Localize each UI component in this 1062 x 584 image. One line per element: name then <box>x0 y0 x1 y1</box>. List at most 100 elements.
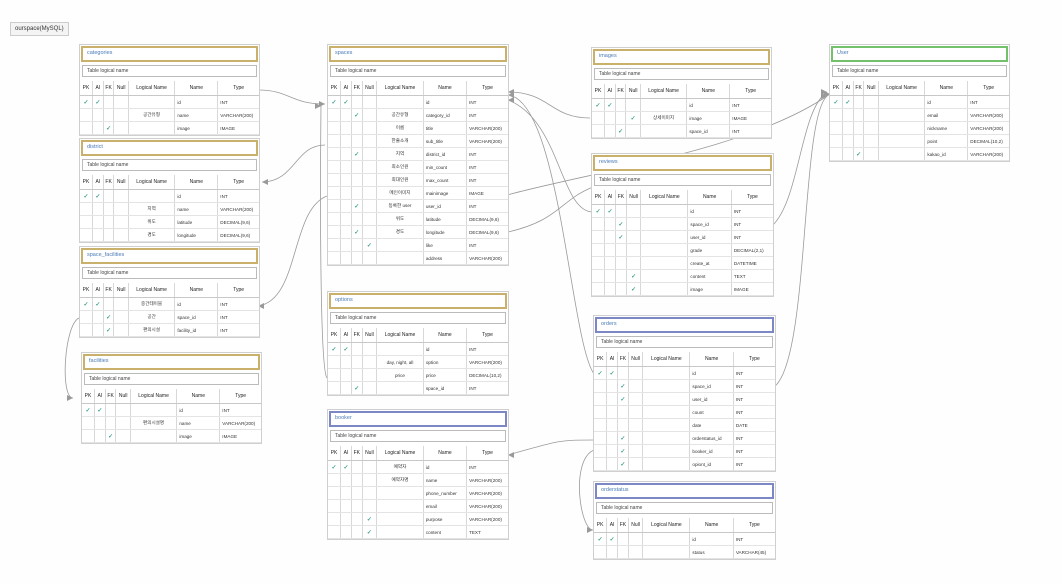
column-type-cell[interactable]: DECIMAL(2,1) <box>730 243 773 257</box>
ai-cell[interactable] <box>604 269 616 283</box>
ai-cell[interactable] <box>92 323 104 337</box>
pk-cell[interactable]: ✓ <box>80 189 93 203</box>
nn-cell[interactable] <box>625 217 641 231</box>
nn-cell[interactable] <box>113 121 129 135</box>
column-name-cell[interactable]: id <box>174 297 218 311</box>
column-type-cell[interactable]: INT <box>729 98 771 112</box>
logical-name-cell[interactable] <box>877 134 925 148</box>
fk-cell[interactable] <box>104 403 116 417</box>
column-name-cell[interactable]: create_at <box>687 256 732 270</box>
logical-name-cell[interactable] <box>642 457 690 471</box>
column-type-cell[interactable]: DECIMAL(9,6) <box>217 215 259 229</box>
logical-name-cell[interactable] <box>877 121 925 135</box>
logical-name-cell[interactable]: 지역 <box>127 202 175 216</box>
pk-cell[interactable] <box>592 217 605 231</box>
column-type-cell[interactable]: IMAGE <box>730 282 773 296</box>
pk-cell[interactable]: ✓ <box>592 98 605 112</box>
column-type-cell[interactable]: INT <box>219 403 261 417</box>
table-row[interactable]: email VARCHAR(200) <box>830 108 1009 122</box>
nn-cell[interactable] <box>361 368 377 382</box>
table-row[interactable]: ✓ image IMAGE <box>592 282 773 296</box>
table-row[interactable]: ✓ ✓ id INT <box>830 95 1009 109</box>
column-type-cell[interactable]: INT <box>730 204 773 218</box>
pk-cell[interactable] <box>328 368 341 382</box>
column-type-cell[interactable]: VARCHAR(200) <box>466 512 508 526</box>
logical-name-cell[interactable] <box>642 532 690 546</box>
ai-cell[interactable] <box>340 121 352 135</box>
pk-cell[interactable] <box>594 392 607 406</box>
column-type-cell[interactable]: INT <box>732 532 775 546</box>
fk-cell[interactable] <box>350 134 363 148</box>
column-type-cell[interactable]: VARCHAR(200) <box>466 355 508 369</box>
column-name-cell[interactable]: purpose <box>422 512 467 526</box>
fk-cell[interactable] <box>615 204 627 218</box>
entity-images[interactable]: images Table logical name PK AI FK Null Logica… <box>591 47 772 139</box>
column-name-cell[interactable]: image <box>686 111 730 125</box>
ai-cell[interactable] <box>340 499 352 513</box>
column-name-cell[interactable]: option <box>422 355 467 369</box>
nn-cell[interactable] <box>361 108 377 122</box>
logical-name-cell[interactable]: 등록한 user <box>376 199 424 213</box>
fk-cell[interactable]: ✓ <box>350 147 363 161</box>
table-logical-name-field[interactable]: Table logical name <box>596 502 773 514</box>
fk-cell[interactable] <box>350 512 363 526</box>
pk-cell[interactable] <box>594 379 607 393</box>
nn-cell[interactable] <box>627 532 643 546</box>
table-row[interactable]: nickname VARCHAR(200) <box>830 121 1009 135</box>
entity-title[interactable]: space_facilities <box>81 248 258 264</box>
column-name-cell[interactable]: status <box>689 545 734 559</box>
column-type-cell[interactable]: VARCHAR(200) <box>466 121 508 135</box>
table-logical-name-field[interactable]: Table logical name <box>594 174 771 186</box>
ai-cell[interactable] <box>606 431 618 445</box>
fk-cell[interactable]: ✓ <box>617 444 629 458</box>
pk-cell[interactable] <box>82 416 95 430</box>
fk-cell[interactable] <box>350 355 363 369</box>
column-type-cell[interactable]: INT <box>732 405 775 419</box>
pk-cell[interactable]: ✓ <box>594 532 607 546</box>
pk-cell[interactable] <box>328 525 341 539</box>
pk-cell[interactable] <box>328 512 341 526</box>
ai-cell[interactable] <box>842 121 854 135</box>
column-type-cell[interactable]: VARCHAR(200) <box>466 486 508 500</box>
column-name-cell[interactable]: longitude <box>422 225 467 239</box>
nn-cell[interactable] <box>113 95 129 109</box>
table-row[interactable]: ✓ 등록한 user user_id INT <box>328 199 508 213</box>
logical-name-cell[interactable]: 공간 <box>127 310 175 324</box>
nn-cell[interactable] <box>361 147 377 161</box>
ai-cell[interactable]: ✓ <box>842 95 854 109</box>
table-row[interactable]: ✓ space_id INT <box>594 379 775 393</box>
fk-cell[interactable]: ✓ <box>617 457 629 471</box>
column-name-cell[interactable]: id <box>689 532 734 546</box>
fk-cell[interactable] <box>350 486 363 500</box>
pk-cell[interactable] <box>328 108 341 122</box>
column-name-cell[interactable]: content <box>422 525 467 539</box>
entity-user[interactable]: User Table logical name PK AI FK Null Logical … <box>829 44 1010 162</box>
column-name-cell[interactable]: max_count <box>422 173 467 187</box>
table-row[interactable]: ✓ 상세이미지 image IMAGE <box>592 111 771 125</box>
table-logical-name-field[interactable]: Table logical name <box>594 68 769 80</box>
column-type-cell[interactable]: INT <box>730 230 773 244</box>
fk-cell[interactable] <box>617 366 629 380</box>
table-row[interactable]: ✓ kakao_id VARCHAR(200) <box>830 147 1009 161</box>
table-row[interactable]: ✓ ✓ id INT <box>82 403 261 417</box>
column-type-cell[interactable]: INT <box>466 199 508 213</box>
ai-cell[interactable] <box>340 486 352 500</box>
table-row[interactable]: ✓ user_id INT <box>592 230 773 244</box>
table-logical-name-field[interactable]: Table logical name <box>832 65 1007 77</box>
nn-cell[interactable] <box>625 204 641 218</box>
column-type-cell[interactable]: IMAGE <box>729 111 771 125</box>
column-name-cell[interactable]: space_id <box>689 379 734 393</box>
diagram-label[interactable]: ourspace(MySQL) <box>10 22 69 36</box>
column-type-cell[interactable]: INT <box>732 392 775 406</box>
column-name-cell[interactable]: category_id <box>422 108 467 122</box>
ai-cell[interactable] <box>606 379 618 393</box>
pk-cell[interactable] <box>592 269 605 283</box>
table-row[interactable]: ✓ space_id INT <box>328 381 508 395</box>
table-row[interactable]: ✓ image IMAGE <box>80 121 259 135</box>
pk-cell[interactable] <box>80 121 93 135</box>
column-name-cell[interactable]: image <box>687 282 732 296</box>
nn-cell[interactable] <box>113 310 129 324</box>
entity-title[interactable]: options <box>329 293 507 309</box>
logical-name-cell[interactable] <box>376 95 424 109</box>
column-type-cell[interactable]: DECIMAL(9,6) <box>466 225 508 239</box>
